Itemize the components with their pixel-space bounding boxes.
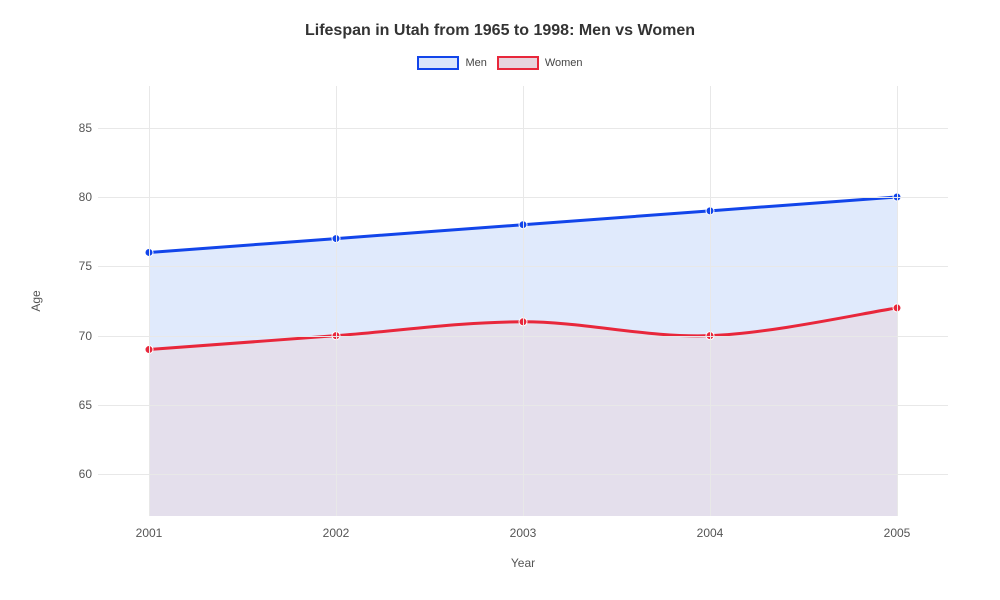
x-axis-label: Year (511, 556, 535, 570)
chart-title: Lifespan in Utah from 1965 to 1998: Men … (0, 22, 1000, 40)
legend-item-women[interactable]: Women (497, 56, 583, 70)
grid-v (336, 86, 337, 516)
grid-v (897, 86, 898, 516)
y-tick: 85 (68, 121, 92, 135)
plot-area: 20012002200320042005606570758085 (98, 86, 948, 516)
grid-v (149, 86, 150, 516)
grid-v (523, 86, 524, 516)
legend-label-women: Women (545, 57, 583, 69)
x-tick: 2005 (884, 526, 911, 540)
grid-h (98, 128, 948, 129)
legend-item-men[interactable]: Men (417, 56, 486, 70)
grid-h (98, 336, 948, 337)
grid-h (98, 474, 948, 475)
legend-label-men: Men (465, 57, 486, 69)
y-tick: 80 (68, 190, 92, 204)
y-axis-label: Age (29, 290, 43, 311)
grid-h (98, 266, 948, 267)
legend-swatch-women (497, 56, 539, 70)
x-tick: 2003 (510, 526, 537, 540)
chart-legend: Men Women (0, 56, 1000, 70)
grid-h (98, 197, 948, 198)
grid-v (710, 86, 711, 516)
y-tick: 60 (68, 467, 92, 481)
x-tick: 2002 (323, 526, 350, 540)
y-tick: 65 (68, 398, 92, 412)
y-tick: 70 (68, 329, 92, 343)
y-tick: 75 (68, 259, 92, 273)
grid-h (98, 405, 948, 406)
x-tick: 2001 (136, 526, 163, 540)
x-tick: 2004 (697, 526, 724, 540)
legend-swatch-men (417, 56, 459, 70)
